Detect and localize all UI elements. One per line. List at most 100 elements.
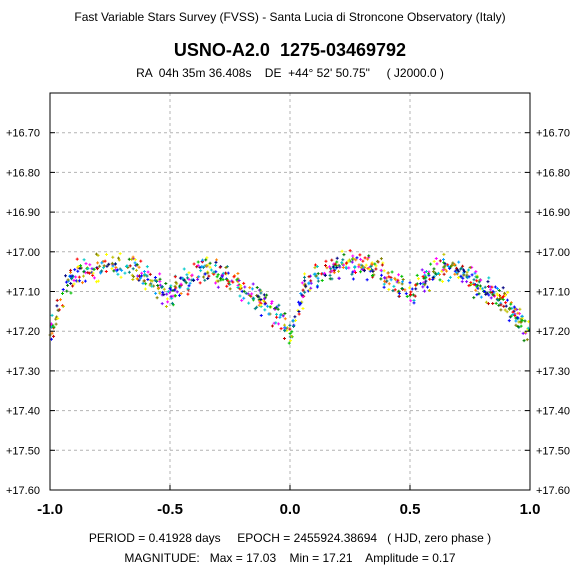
data-point bbox=[493, 285, 497, 289]
data-point bbox=[429, 262, 433, 266]
data-point bbox=[174, 286, 178, 290]
data-point bbox=[289, 339, 293, 343]
data-point bbox=[509, 314, 513, 318]
data-point bbox=[371, 269, 375, 273]
data-point bbox=[386, 271, 390, 275]
data-point bbox=[414, 287, 418, 291]
data-point bbox=[423, 289, 427, 293]
data-point bbox=[248, 293, 252, 297]
data-point bbox=[140, 274, 144, 278]
data-point bbox=[413, 294, 417, 298]
data-point bbox=[379, 268, 383, 272]
data-point bbox=[359, 270, 363, 274]
data-point bbox=[368, 267, 372, 271]
data-point bbox=[221, 271, 225, 275]
data-point bbox=[390, 270, 394, 274]
data-point bbox=[396, 278, 400, 282]
data-point bbox=[197, 275, 201, 279]
data-point bbox=[156, 287, 160, 291]
y-tick-label-right: +17.20 bbox=[536, 326, 570, 338]
data-point bbox=[467, 268, 471, 272]
data-point bbox=[423, 283, 427, 287]
data-point bbox=[348, 249, 352, 253]
x-tick-label: 1.0 bbox=[520, 501, 541, 518]
data-point bbox=[323, 273, 327, 277]
data-point bbox=[55, 304, 59, 308]
data-point bbox=[347, 266, 351, 270]
data-point bbox=[335, 265, 339, 269]
data-point bbox=[265, 293, 269, 297]
data-point bbox=[275, 315, 279, 319]
data-point bbox=[410, 287, 414, 291]
data-point bbox=[351, 254, 355, 258]
data-point bbox=[77, 275, 81, 279]
data-point bbox=[412, 301, 416, 305]
data-point bbox=[472, 296, 476, 300]
data-point bbox=[251, 282, 255, 286]
data-point bbox=[367, 254, 371, 258]
data-point bbox=[225, 284, 229, 288]
data-point bbox=[259, 303, 263, 307]
data-point bbox=[253, 307, 257, 311]
data-point bbox=[104, 252, 108, 256]
data-point bbox=[215, 258, 219, 262]
data-point bbox=[158, 277, 162, 281]
data-point bbox=[141, 281, 145, 285]
data-point bbox=[340, 249, 344, 253]
data-point bbox=[497, 303, 501, 307]
data-point bbox=[140, 271, 144, 275]
data-point bbox=[232, 275, 236, 279]
data-point bbox=[508, 307, 512, 311]
data-point bbox=[421, 282, 425, 286]
data-point bbox=[397, 273, 401, 277]
period-epoch-line: PERIOD = 0.41928 days EPOCH = 2455924.38… bbox=[88, 531, 492, 545]
data-point bbox=[344, 261, 348, 265]
data-point bbox=[185, 273, 189, 277]
y-tick-label-right: +17.10 bbox=[536, 287, 570, 299]
data-point bbox=[443, 267, 447, 271]
data-point bbox=[363, 256, 367, 260]
data-point bbox=[190, 273, 194, 277]
data-point bbox=[117, 258, 121, 262]
data-point bbox=[379, 257, 383, 261]
data-point bbox=[113, 262, 117, 266]
data-point bbox=[65, 289, 69, 293]
data-point bbox=[292, 325, 296, 329]
data-point bbox=[484, 292, 488, 296]
data-point bbox=[288, 332, 292, 336]
data-point bbox=[244, 291, 248, 295]
data-point bbox=[224, 266, 228, 270]
data-point bbox=[76, 269, 80, 273]
data-point bbox=[357, 263, 361, 267]
data-point bbox=[403, 288, 407, 292]
data-point bbox=[215, 275, 219, 279]
data-point bbox=[354, 258, 358, 262]
data-point bbox=[331, 265, 335, 269]
data-point bbox=[516, 311, 520, 315]
data-point bbox=[459, 267, 463, 271]
data-point bbox=[516, 316, 520, 320]
y-tick-label-left: +16.80 bbox=[6, 167, 40, 179]
data-point bbox=[251, 296, 255, 300]
data-point bbox=[303, 279, 307, 283]
data-point bbox=[289, 334, 293, 338]
data-point bbox=[342, 253, 346, 257]
data-point bbox=[69, 291, 73, 295]
data-point bbox=[488, 288, 492, 292]
data-point bbox=[71, 284, 75, 288]
data-point bbox=[204, 258, 208, 262]
data-point bbox=[162, 293, 166, 297]
data-point bbox=[432, 259, 436, 263]
data-point bbox=[374, 264, 378, 268]
data-point bbox=[325, 266, 329, 270]
data-point bbox=[164, 282, 168, 286]
data-point bbox=[162, 287, 166, 291]
data-point bbox=[214, 281, 218, 285]
data-point bbox=[103, 259, 107, 263]
data-point bbox=[133, 258, 137, 262]
data-point bbox=[100, 261, 104, 265]
data-point bbox=[154, 291, 158, 295]
data-point bbox=[468, 265, 472, 269]
data-point bbox=[409, 299, 413, 303]
data-point bbox=[56, 308, 60, 312]
